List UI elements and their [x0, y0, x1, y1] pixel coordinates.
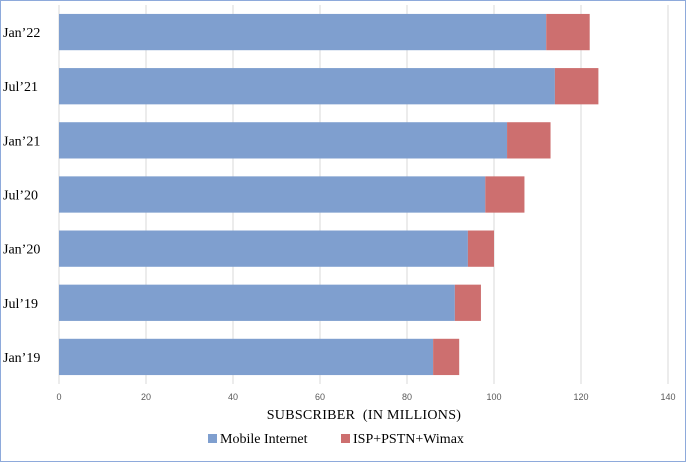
bar-isp-pstn-wimax [433, 338, 460, 376]
x-tick-label: 60 [315, 392, 325, 402]
bar-mobile-internet [59, 13, 547, 51]
bar-isp-pstn-wimax [546, 13, 590, 51]
bar-mobile-internet [59, 284, 455, 321]
bars [59, 13, 599, 376]
x-tick-label: 0 [56, 392, 61, 402]
bar-mobile-internet [59, 338, 434, 376]
category-labels: Jan’22 Jul’21 Jan’21 Jul’20 Jan’20 Jul’19 Jan’… [3, 26, 40, 366]
bar-isp-pstn-wimax [507, 122, 551, 159]
category-label: Jan’19 [3, 351, 40, 366]
category-label: Jul’19 [3, 297, 38, 312]
legend: Mobile Internet ISP+PSTN+Wimax [208, 432, 464, 447]
bar-isp-pstn-wimax [467, 230, 494, 267]
bar-mobile-internet [59, 176, 486, 213]
bar-mobile-internet [59, 122, 508, 159]
bar-mobile-internet [59, 230, 468, 267]
bar-mobile-internet [59, 68, 555, 105]
bar-isp-pstn-wimax [554, 68, 599, 105]
category-label: Jan’22 [3, 26, 40, 41]
category-label: Jan’20 [3, 243, 40, 258]
category-label: Jan’21 [3, 134, 40, 149]
legend-label: Mobile Internet [220, 432, 308, 447]
x-tick-label: 40 [228, 392, 238, 402]
category-label: Jul’20 [3, 189, 38, 204]
x-tick-label: 100 [486, 392, 501, 402]
bar-isp-pstn-wimax [485, 176, 525, 213]
category-label: Jul’21 [3, 80, 38, 95]
legend-swatch [341, 434, 350, 443]
x-tick-label: 140 [660, 392, 675, 402]
x-tick-labels: 0 20 40 60 80 100 120 140 [56, 392, 675, 402]
legend-swatch [208, 434, 217, 443]
x-tick-label: 120 [573, 392, 588, 402]
x-axis-title: SUBSCRIBER (IN MILLIONS) [267, 408, 462, 423]
legend-label: ISP+PSTN+Wimax [353, 432, 464, 447]
x-tick-label: 80 [402, 392, 412, 402]
x-tick-label: 20 [141, 392, 151, 402]
bar-isp-pstn-wimax [454, 284, 481, 321]
